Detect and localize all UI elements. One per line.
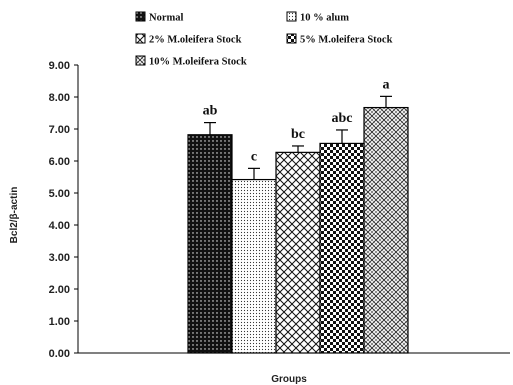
bar bbox=[319, 142, 365, 354]
legend-swatch bbox=[135, 33, 146, 44]
significance-label: bc bbox=[291, 127, 305, 142]
y-axis: 0.00 1.00 2.00 3.00 4.00 5.00 6.00 7.00 8.00 9.00 bbox=[49, 60, 510, 360]
legend-entry: 10 % alum bbox=[300, 13, 349, 24]
significance-label: c bbox=[251, 149, 257, 164]
legend-swatch bbox=[286, 33, 297, 44]
legend-entry: Normal bbox=[149, 13, 183, 24]
y-tick-label: 8.00 bbox=[49, 92, 70, 104]
significance-label: a bbox=[383, 77, 390, 92]
x-axis-label: Groups bbox=[271, 374, 307, 385]
y-axis-label: Bcl2/β-actin bbox=[9, 187, 20, 244]
y-tick-label: 2.00 bbox=[49, 284, 70, 296]
bar bbox=[363, 106, 409, 354]
significance-label: ab bbox=[203, 104, 218, 119]
legend-swatch bbox=[135, 55, 146, 66]
legend-entry: 5% M.oleifera Stock bbox=[300, 35, 393, 46]
significance-label: abc bbox=[332, 111, 353, 126]
y-tick-label: 0.00 bbox=[49, 348, 70, 360]
y-tick-label: 9.00 bbox=[49, 60, 70, 72]
legend: Normal 10 % alum 2% M.oleifera Stock 5% M.o… bbox=[135, 11, 393, 68]
y-tick-label: 1.00 bbox=[49, 316, 70, 328]
y-tick-label: 3.00 bbox=[49, 252, 70, 264]
y-tick-label: 7.00 bbox=[49, 124, 70, 136]
y-tick-label: 4.00 bbox=[49, 220, 70, 232]
legend-swatch bbox=[286, 11, 297, 22]
legend-entry: 2% M.oleifera Stock bbox=[149, 35, 242, 46]
y-tick-label: 5.00 bbox=[49, 188, 70, 200]
y-tick-label: 6.00 bbox=[49, 156, 70, 168]
bar bbox=[275, 151, 321, 354]
bar bbox=[187, 134, 233, 354]
legend-swatch bbox=[135, 11, 146, 22]
bar bbox=[231, 178, 277, 354]
legend-entry: 10% M.oleifera Stock bbox=[149, 57, 247, 68]
